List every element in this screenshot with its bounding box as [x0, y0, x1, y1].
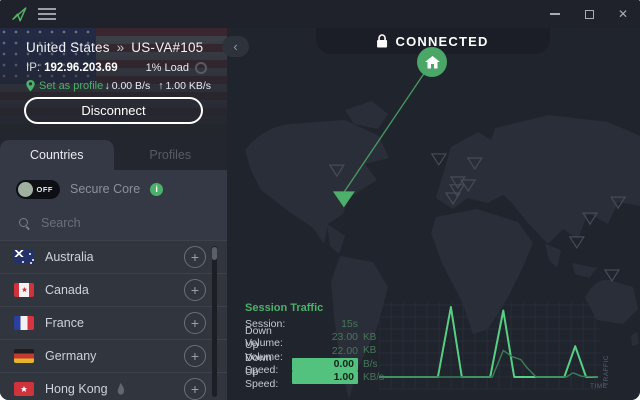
ip-label: IP: [26, 62, 41, 74]
session-label: Session: [245, 317, 286, 330]
session-value: 15s [341, 317, 358, 330]
down-volume-unit: KB [363, 331, 377, 343]
up-speed-label: Up Speed: [245, 365, 279, 390]
up-volume-label: Up Volume: [245, 338, 283, 363]
country-name: Germany [45, 349, 97, 363]
info-icon[interactable]: i [150, 182, 164, 196]
search-icon [19, 217, 30, 229]
maximize-icon [584, 9, 594, 19]
world-map: CONNECTED Session Traffic Session: 15s D… [227, 28, 640, 400]
upload-rate: 1.00 KB/s [165, 80, 211, 92]
down-speed-label: Down Speed: [245, 352, 279, 377]
set-as-profile-label: Set as profile [39, 80, 104, 92]
down-volume-label: Down Volume: [245, 325, 283, 350]
add-profile-button[interactable]: + [184, 246, 206, 268]
maximize-button[interactable] [572, 0, 606, 28]
country-name: Canada [45, 283, 89, 297]
download-arrow-icon: ↓ [104, 80, 110, 92]
set-as-profile-link[interactable]: Set as profile [26, 80, 103, 92]
server-country: United States [26, 40, 110, 55]
connected-server-panel: United States » US-VA#105 IP: 192.96.203… [0, 28, 227, 140]
germany-flag-icon [14, 349, 34, 363]
country-row-canada[interactable]: Canada + [0, 273, 227, 306]
sidebar: United States » US-VA#105 IP: 192.96.203… [0, 28, 227, 400]
session-traffic-title: Session Traffic [245, 302, 324, 314]
scrollbar-thumb[interactable] [212, 247, 217, 260]
add-profile-button[interactable]: + [184, 345, 206, 367]
close-icon: ✕ [617, 7, 629, 21]
down-speed-unit: B/s [363, 358, 378, 370]
tab-countries[interactable]: Countries [0, 140, 114, 170]
home-marker-button[interactable] [417, 47, 447, 77]
country-name: Hong Kong [45, 382, 108, 396]
country-name: France [45, 316, 84, 330]
down-volume-value: 23.00 [331, 331, 358, 344]
country-list: Australia + Canada + France + Germany + … [0, 240, 227, 400]
up-speed-unit: KB/s [363, 372, 385, 384]
server-name: US-VA#105 [131, 40, 204, 55]
disconnect-button[interactable]: Disconnect [24, 97, 203, 124]
session-row: Up Speed: 1.00 KB/s [245, 366, 387, 390]
download-rate: 0.00 B/s [111, 80, 151, 92]
up-speed-badge: 1.00 [292, 371, 358, 385]
down-speed-badge: 0.00 [292, 357, 358, 371]
chart-y-axis-label: TRAFFIC [603, 355, 610, 386]
home-icon [424, 55, 440, 68]
country-row-germany[interactable]: Germany + [0, 339, 227, 372]
server-title: United States » US-VA#105 [26, 40, 215, 55]
sidebar-tabs: Countries Profiles [0, 140, 227, 170]
country-list-scrollbar[interactable] [212, 246, 217, 397]
country-row-hong-kong[interactable]: Hong Kong + [0, 372, 227, 400]
protonvpn-logo-icon [12, 7, 27, 22]
chart-x-axis-label: TIME [590, 383, 608, 390]
toggle-knob [18, 181, 33, 197]
add-profile-button[interactable]: + [184, 312, 206, 334]
connection-status-banner: CONNECTED [315, 28, 550, 54]
hong-kong-flag-icon [14, 382, 34, 396]
country-name: Australia [45, 250, 94, 264]
sidebar-collapse-button[interactable]: ‹ [222, 36, 249, 57]
country-row-france[interactable]: France + [0, 306, 227, 339]
server-load-ring-icon [195, 62, 207, 74]
title-bar: ✕ [0, 0, 640, 28]
tab-profiles[interactable]: Profiles [149, 148, 192, 162]
add-profile-button[interactable]: + [184, 279, 206, 301]
session-row: Up Volume: 22.00 KB [245, 339, 387, 363]
minimize-icon [550, 13, 560, 15]
secure-core-label: Secure Core [70, 182, 141, 196]
toggle-state-label: OFF [36, 184, 53, 194]
connection-status-text: CONNECTED [395, 33, 489, 49]
search-input[interactable] [41, 216, 191, 230]
session-row: Down Speed: 0.00 B/s [245, 352, 387, 376]
france-flag-icon [14, 316, 34, 330]
traffic-chart [378, 300, 601, 394]
add-profile-button[interactable]: + [184, 378, 206, 400]
traffic-rates: ↓ 0.00 B/s ↑ 1.00 KB/s [104, 80, 215, 92]
canada-flag-icon [14, 283, 34, 297]
session-traffic-panel: Session Traffic Session: 15s Down Volume… [245, 302, 387, 390]
server-load-text: 1% Load [145, 62, 189, 74]
lock-icon [377, 34, 388, 48]
ip-value: 192.96.203.69 [44, 62, 118, 74]
session-row: Down Volume: 23.00 KB [245, 325, 387, 349]
country-row-australia[interactable]: Australia + [0, 240, 227, 273]
up-volume-value: 22.00 [331, 344, 358, 357]
australia-flag-icon [14, 250, 34, 264]
session-row: Session: 15s [245, 317, 387, 331]
minimize-button[interactable] [538, 0, 572, 28]
up-volume-unit: KB [363, 345, 377, 357]
menu-icon[interactable] [38, 8, 56, 20]
secure-core-toggle[interactable]: OFF [16, 179, 60, 199]
map-pin-icon [26, 80, 35, 92]
upload-arrow-icon: ↑ [158, 80, 164, 92]
close-button[interactable]: ✕ [606, 0, 640, 28]
map-markers-layer [328, 61, 627, 283]
cursor-icon [117, 383, 124, 395]
server-separator: » [116, 40, 125, 55]
